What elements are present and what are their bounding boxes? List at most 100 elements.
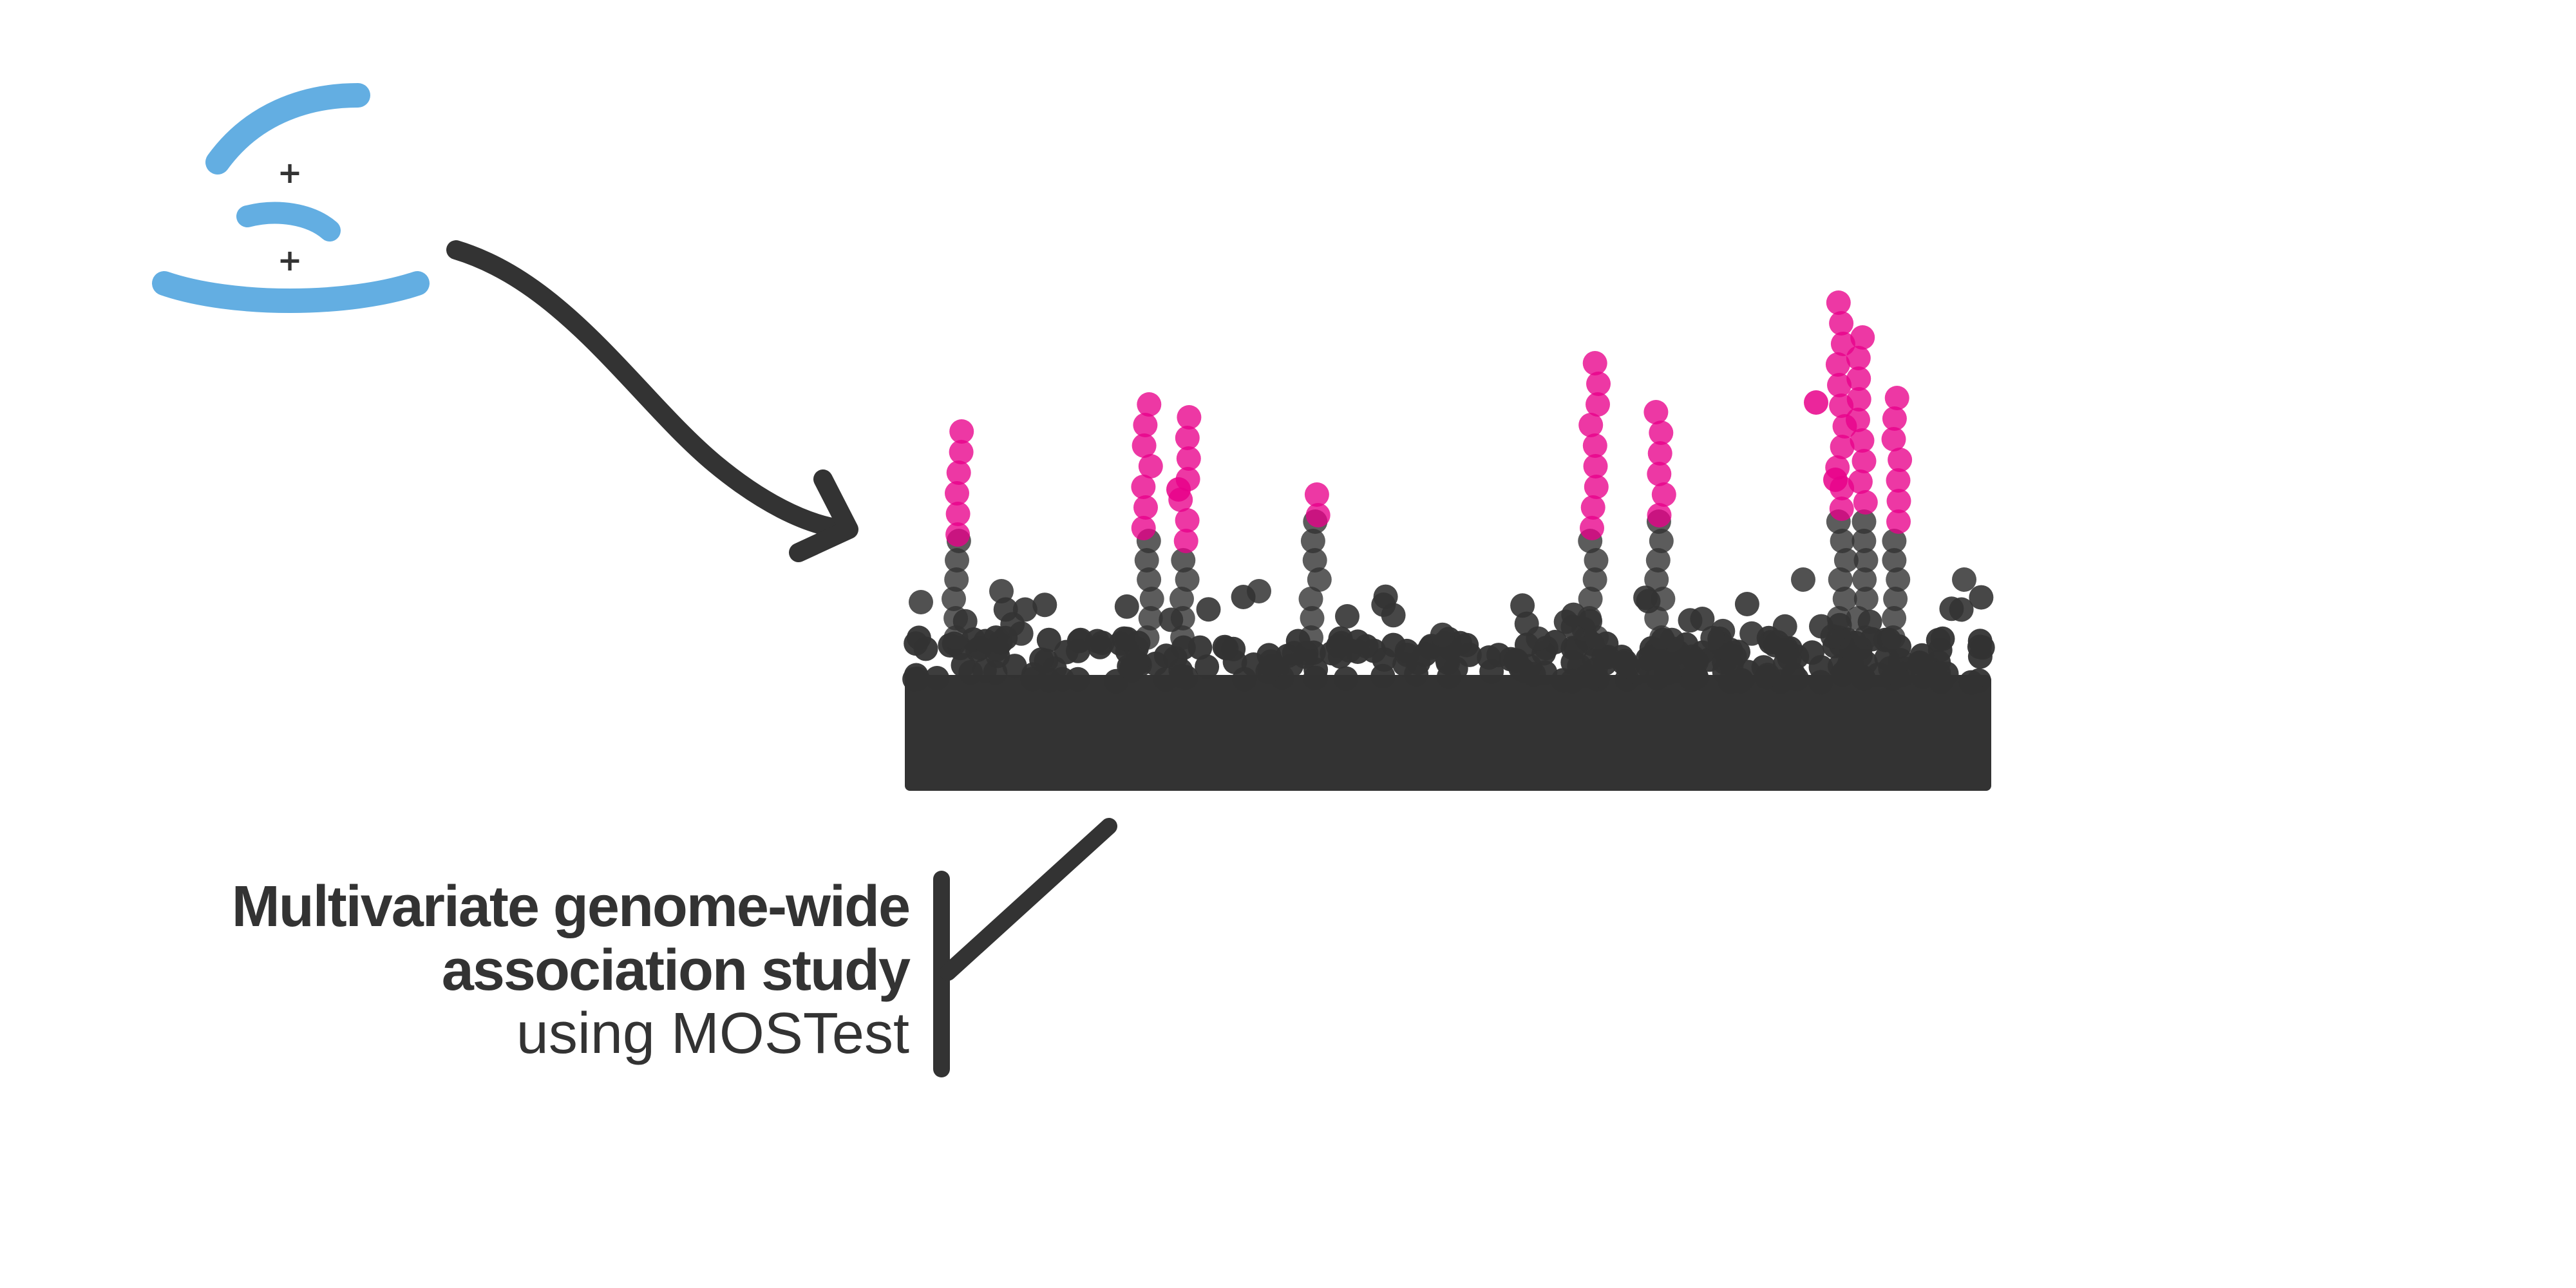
plot-point bbox=[1170, 587, 1194, 611]
plot-point bbox=[1886, 489, 1911, 513]
plot-point bbox=[1430, 622, 1455, 647]
plot-point bbox=[1578, 587, 1603, 611]
plot-point bbox=[1479, 659, 1504, 684]
plot-point bbox=[1853, 490, 1878, 515]
plot-point bbox=[1644, 606, 1669, 630]
plot-point bbox=[1139, 587, 1164, 611]
plot-point bbox=[1633, 585, 1658, 611]
plot-point bbox=[1032, 592, 1057, 618]
plot-point bbox=[1826, 606, 1852, 630]
plot-point bbox=[1175, 426, 1200, 450]
plot-point bbox=[1304, 482, 1329, 507]
plot-point bbox=[1649, 625, 1674, 650]
arrow-head bbox=[789, 469, 858, 562]
plot-point bbox=[1577, 606, 1602, 630]
plot-point bbox=[1718, 668, 1743, 694]
plot-point bbox=[1647, 462, 1672, 486]
plot-point bbox=[1584, 548, 1609, 573]
plot-point bbox=[1829, 497, 1854, 521]
plot-point bbox=[1132, 433, 1157, 458]
plot-point bbox=[1739, 621, 1765, 646]
plot-point bbox=[904, 663, 929, 688]
plot-point bbox=[1517, 654, 1542, 679]
plot-point bbox=[1138, 454, 1163, 478]
plot-point bbox=[1260, 654, 1285, 679]
plot-point bbox=[1882, 529, 1907, 553]
plot-point bbox=[1195, 654, 1220, 679]
arrow-shaft bbox=[446, 240, 853, 539]
plot-point bbox=[943, 625, 969, 650]
plot-point bbox=[1690, 607, 1715, 631]
plot-point bbox=[1726, 639, 1750, 665]
plot-point bbox=[945, 522, 971, 547]
plot-point bbox=[1176, 446, 1201, 471]
plot-point bbox=[1833, 548, 1859, 573]
plot-point bbox=[1170, 625, 1195, 650]
plot-point bbox=[1886, 509, 1911, 534]
plot-point bbox=[1171, 548, 1196, 573]
plot-point bbox=[943, 606, 969, 630]
plot-point bbox=[1645, 548, 1671, 573]
plot-point bbox=[1949, 597, 1974, 622]
plot-point bbox=[1135, 625, 1160, 650]
plot-point bbox=[1958, 670, 1984, 695]
plot-point bbox=[1853, 625, 1878, 650]
plot-point bbox=[1300, 529, 1325, 553]
plot-point bbox=[949, 440, 974, 464]
plot-point bbox=[1510, 593, 1535, 618]
plot-point bbox=[1372, 647, 1397, 672]
plot-point bbox=[1300, 606, 1325, 630]
plot-point bbox=[1886, 567, 1911, 592]
plot-point bbox=[1846, 606, 1871, 630]
plot-point bbox=[1651, 482, 1676, 507]
lower-arc bbox=[152, 271, 430, 313]
plot-point bbox=[1772, 614, 1797, 639]
plot-point bbox=[1969, 585, 1994, 610]
plot-point bbox=[1329, 630, 1354, 656]
plot-point bbox=[1282, 641, 1307, 666]
plot-point bbox=[1134, 548, 1159, 573]
plot-point bbox=[1514, 611, 1539, 636]
plot-point bbox=[1381, 603, 1406, 628]
plot-point bbox=[1580, 516, 1604, 540]
caption: Multivariate genome-wide association stu… bbox=[232, 875, 912, 1066]
plot-point bbox=[1888, 648, 1913, 673]
plot-point bbox=[1177, 405, 1202, 430]
plot-point bbox=[1560, 650, 1586, 675]
plot-point bbox=[1012, 597, 1037, 622]
plot-point bbox=[1886, 468, 1911, 493]
plot-point bbox=[1583, 454, 1608, 478]
plot-point bbox=[1303, 665, 1328, 690]
flow-arrow bbox=[446, 240, 858, 562]
plot-point bbox=[1829, 311, 1854, 336]
plot-point bbox=[1580, 495, 1605, 520]
plot-point bbox=[1649, 529, 1674, 553]
plot-point bbox=[1880, 625, 1906, 650]
plot-point bbox=[1826, 290, 1851, 315]
plot-point bbox=[1002, 654, 1027, 679]
plot-point bbox=[1700, 625, 1725, 650]
plot-point bbox=[1830, 435, 1855, 459]
plot-point bbox=[1791, 567, 1815, 592]
plot-point bbox=[1927, 638, 1953, 663]
plot-point bbox=[1138, 606, 1163, 630]
plot-point bbox=[1882, 406, 1907, 431]
plot-point bbox=[1131, 475, 1156, 499]
plot-point bbox=[1166, 477, 1191, 502]
plot-point bbox=[1333, 666, 1358, 691]
plot-point bbox=[1404, 661, 1429, 687]
plot-point bbox=[1967, 634, 1992, 659]
plot-point bbox=[1373, 584, 1398, 609]
caption-line-3: using MOSTest bbox=[516, 1001, 909, 1066]
plot-point bbox=[1175, 567, 1200, 592]
plot-point bbox=[1681, 666, 1707, 691]
plot-point bbox=[1846, 387, 1871, 412]
plot-point bbox=[1298, 587, 1323, 611]
plot-point bbox=[1196, 597, 1221, 622]
plot-point bbox=[972, 658, 997, 683]
plot-point bbox=[1656, 660, 1681, 685]
plot-point bbox=[945, 548, 969, 573]
plot-point bbox=[1883, 587, 1908, 611]
plot-point bbox=[1114, 594, 1139, 619]
